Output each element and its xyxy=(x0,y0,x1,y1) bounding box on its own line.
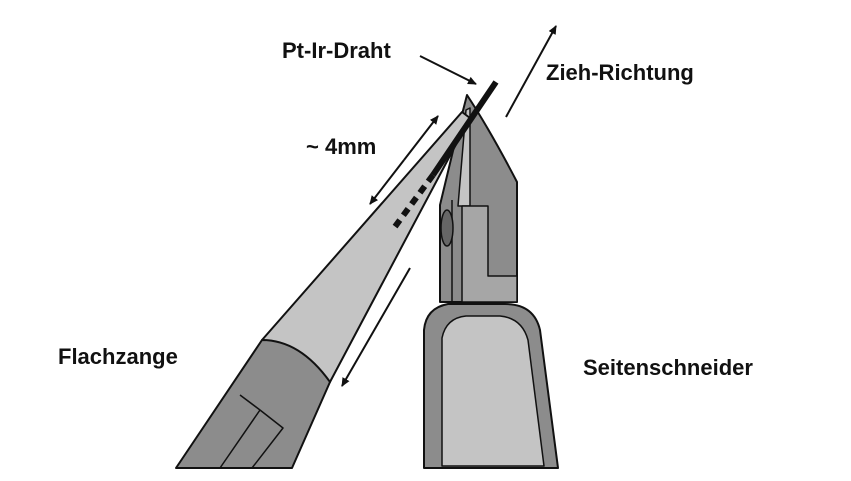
length-label: ~ 4mm xyxy=(306,134,376,159)
side-cutter-rivet xyxy=(440,209,454,247)
pull-direction-arrow xyxy=(505,25,557,118)
wire-segment-visible xyxy=(430,80,499,177)
wire-pointer-arrow xyxy=(419,55,477,85)
pull-direction-label: Zieh-Richtung xyxy=(546,60,694,85)
side-cutter-joint-plate xyxy=(461,205,518,303)
length-arrow-up xyxy=(403,115,439,161)
side-cutter-head xyxy=(439,94,518,303)
pt-ir-wire xyxy=(391,80,499,230)
wire-label: Pt-Ir-Draht xyxy=(282,38,391,63)
flat-pliers-handle-groove xyxy=(219,394,284,469)
side-cutter-handle-face xyxy=(441,315,545,467)
side-cutter-label: Seitenschneider xyxy=(583,355,753,380)
wire-segment-hidden xyxy=(391,173,436,230)
flat-pliers xyxy=(175,111,471,469)
pliers-motion-arrow xyxy=(341,267,411,387)
flat-pliers-label: Flachzange xyxy=(58,344,178,369)
side-cutter xyxy=(423,94,559,469)
length-arrow-down xyxy=(369,159,405,205)
